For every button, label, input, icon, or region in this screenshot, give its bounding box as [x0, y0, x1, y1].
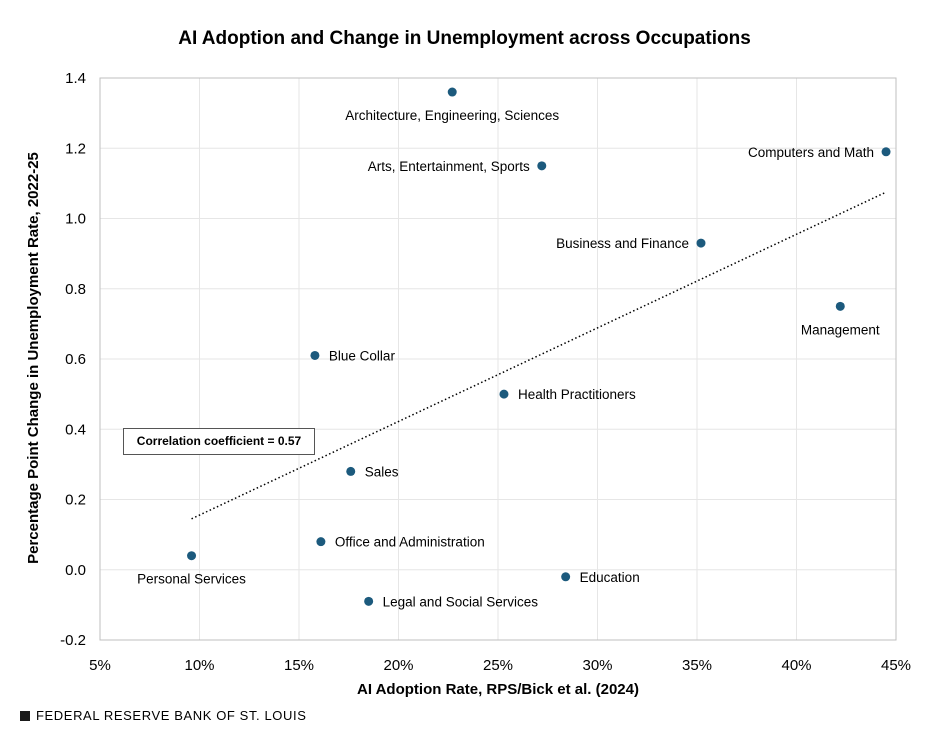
x-tick-label: 25% — [483, 657, 513, 674]
point-label: Business and Finance — [556, 236, 689, 251]
data-point — [537, 161, 547, 171]
data-point — [310, 350, 320, 360]
point-label: Architecture, Engineering, Sciences — [345, 108, 559, 123]
point-label: Management — [801, 322, 880, 337]
x-tick-label: 45% — [881, 657, 911, 674]
y-tick-label: 1.2 — [65, 140, 86, 157]
y-axis-label: Percentage Point Change in Unemployment … — [25, 152, 42, 564]
square-icon — [20, 710, 30, 721]
y-tick-label: 0.0 — [65, 562, 86, 579]
trendline — [191, 191, 887, 520]
point-label: Blue Collar — [329, 348, 396, 363]
point-label: Office and Administration — [335, 535, 485, 550]
data-point — [316, 537, 326, 547]
x-tick-label: 20% — [383, 657, 413, 674]
plot-area-border — [99, 77, 897, 641]
x-tick-label: 40% — [781, 657, 811, 674]
data-point — [364, 596, 374, 606]
chart-title: AI Adoption and Change in Unemployment a… — [178, 28, 751, 49]
data-point — [187, 551, 197, 561]
data-point — [561, 572, 571, 582]
point-label: Legal and Social Services — [383, 594, 539, 609]
y-tick-label: 0.4 — [65, 421, 86, 438]
point-label: Computers and Math — [748, 145, 874, 160]
correlation-annotation: Correlation coefficient = 0.57 — [123, 428, 315, 455]
y-tick-label: 0.8 — [65, 281, 86, 298]
data-point — [881, 147, 891, 157]
x-tick-label: 5% — [89, 657, 111, 674]
point-label: Arts, Entertainment, Sports — [368, 159, 530, 174]
data-point — [346, 466, 356, 476]
y-tick-label: -0.2 — [60, 632, 86, 649]
data-point — [835, 301, 845, 311]
y-tick-label: 1.0 — [65, 211, 86, 228]
x-axis-ticks: 5% 10% 15% 20% 25% 30% 35% 40% 45% — [89, 657, 911, 674]
data-point — [696, 238, 706, 248]
y-tick-label: 1.4 — [65, 70, 86, 87]
footer-source: FEDERAL RESERVE BANK OF ST. LOUIS — [20, 708, 306, 723]
x-axis-label: AI Adoption Rate, RPS/Bick et al. (2024) — [356, 681, 639, 698]
point-label: Sales — [365, 464, 399, 479]
x-tick-label: 35% — [682, 657, 712, 674]
data-points: Architecture, Engineering, Sciences Arts,… — [137, 87, 891, 609]
point-label: Personal Services — [137, 572, 246, 587]
x-tick-label: 30% — [582, 657, 612, 674]
y-axis-ticks: -0.2 0.0 0.2 0.4 0.6 0.8 1.0 1.2 1.4 — [60, 70, 86, 649]
x-tick-label: 15% — [284, 657, 314, 674]
x-tick-label: 10% — [184, 657, 214, 674]
y-tick-label: 0.2 — [65, 492, 86, 509]
point-label: Education — [580, 570, 640, 585]
footer-source-text: FEDERAL RESERVE BANK OF ST. LOUIS — [36, 708, 307, 723]
y-tick-label: 0.6 — [65, 351, 86, 368]
data-point — [447, 87, 457, 97]
point-label: Health Practitioners — [518, 387, 636, 402]
data-point — [499, 389, 509, 399]
